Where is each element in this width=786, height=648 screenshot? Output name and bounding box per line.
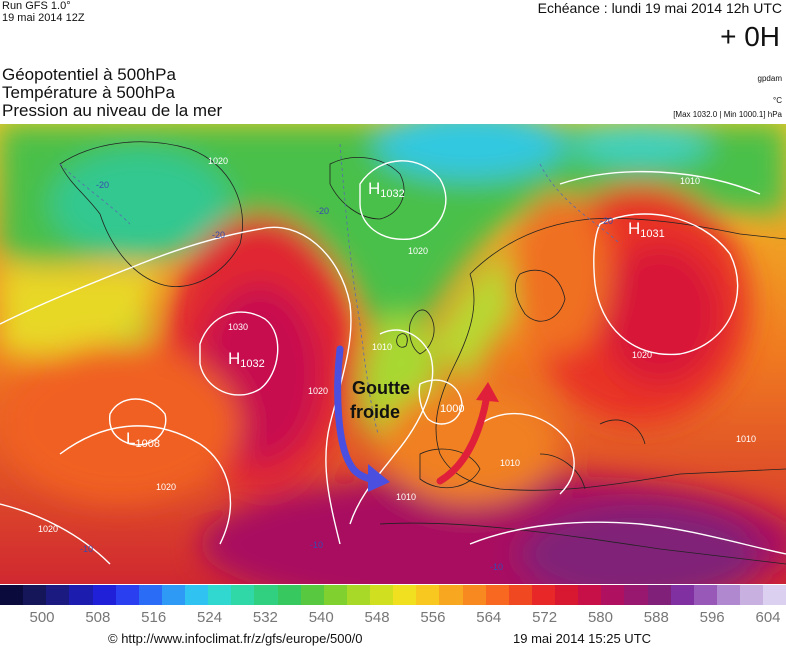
isobar-label: 1010: [680, 176, 700, 186]
temp-label: -10: [310, 540, 323, 550]
color-scale-cell: [185, 585, 209, 605]
color-scale-cell: [138, 585, 162, 605]
color-scale-bar: [0, 585, 786, 605]
forecast-time: Echéance : lundi 19 mai 2014 12h UTC: [537, 0, 782, 16]
low-atlantic-label: L1008: [126, 429, 160, 450]
color-scale-cell: [670, 585, 694, 605]
isobar-label: 1010: [500, 458, 520, 468]
color-scale-cell: [92, 585, 116, 605]
unit-temperature: °C: [773, 96, 782, 105]
isotherms: [59, 143, 621, 435]
color-scale-cell: [763, 585, 786, 605]
cold-drop-annotation: Goutte froide: [350, 378, 410, 422]
isobars: [0, 160, 786, 565]
isobar-label: 1020: [208, 156, 228, 166]
temp-label: -20: [96, 180, 109, 190]
color-scale-tick: 516: [141, 609, 167, 626]
weather-map: H1032 H1031 H1032 L1008 1000 1020 1030 1…: [0, 124, 786, 584]
color-scale-tick: 588: [643, 609, 669, 626]
low-iberia-label: 1000: [440, 403, 464, 415]
coastlines: [59, 141, 786, 565]
color-scale-cell: [693, 585, 717, 605]
annotation-line-1: Goutte: [352, 378, 410, 398]
title-geopotential: Géopotentiel à 500hPa: [2, 65, 176, 84]
color-scale-cell: [740, 585, 764, 605]
isobar-label: 1020: [408, 246, 428, 256]
warm-arrow: [436, 382, 499, 485]
color-scale-cell: [716, 585, 740, 605]
forecast-offset: + 0H: [720, 21, 780, 52]
isobar-label: 1010: [372, 342, 392, 352]
color-scale-cell: [624, 585, 648, 605]
title-temperature: Température à 500hPa: [2, 83, 175, 102]
color-scale-cell: [323, 585, 347, 605]
unit-geopotential: gpdam: [757, 74, 782, 83]
high-north-label: H1032: [368, 179, 405, 200]
color-scale-cell: [46, 585, 70, 605]
temp-label: -10: [80, 544, 93, 554]
color-scale-tick: 564: [476, 609, 502, 626]
isobar-label: 1010: [736, 434, 756, 444]
isobar-label: 1020: [308, 386, 328, 396]
color-scale-cell: [578, 585, 602, 605]
color-scale-tick: 500: [29, 609, 55, 626]
color-scale-cell: [115, 585, 139, 605]
temperature-labels: -20 -20 -10 -10 -10 -20 -20: [80, 180, 613, 572]
color-scale-cell: [23, 585, 47, 605]
color-scale-cell: [370, 585, 394, 605]
color-scale-tick: 508: [85, 609, 111, 626]
isobar-label: 1020: [38, 524, 58, 534]
high-east-label: H1031: [628, 219, 665, 240]
color-scale-cell: [647, 585, 671, 605]
color-scale-cell: [439, 585, 463, 605]
color-scale-cell: [508, 585, 532, 605]
temp-label: -10: [490, 562, 503, 572]
color-scale-cell: [531, 585, 555, 605]
temp-label: -20: [212, 230, 225, 240]
color-scale-cell: [254, 585, 278, 605]
color-scale-ticks: 500 508 516 524 532 540 548 556 564 572 580 588 596 6…: [0, 609, 786, 627]
color-scale-cell: [601, 585, 625, 605]
color-scale-cell: [555, 585, 579, 605]
color-scale-cell: [416, 585, 440, 605]
pressure-centers: H1032 H1031 H1032 L1008 1000: [126, 179, 665, 450]
source-url[interactable]: © http://www.infoclimat.fr/z/gfs/europe/…: [108, 631, 363, 646]
temp-label: -20: [600, 216, 613, 226]
color-scale-tick: 524: [197, 609, 223, 626]
color-scale-cell: [485, 585, 509, 605]
title-pressure: Pression au niveau de la mer: [2, 101, 223, 120]
color-scale-tick: 532: [252, 609, 278, 626]
color-scale-tick: 596: [699, 609, 725, 626]
isobar-label: 1010: [396, 492, 416, 502]
temp-label: -20: [316, 206, 329, 216]
color-scale-tick: 572: [532, 609, 558, 626]
run-label: Run GFS 1.0°: [2, 0, 71, 12]
pressure-minmax: [Max 1032.0 | Min 1000.1] hPa: [673, 110, 782, 119]
color-scale-cell: [277, 585, 301, 605]
cold-arrow: [334, 345, 390, 492]
color-scale-cell: [208, 585, 232, 605]
color-scale-tick: 540: [308, 609, 334, 626]
color-scale-cell: [69, 585, 93, 605]
color-scale-cell: [462, 585, 486, 605]
color-scale-cell: [393, 585, 417, 605]
isobar-labels: 1020 1030 1020 1010 1020 1010 1020 1010 …: [38, 156, 756, 534]
color-scale-tick: 548: [364, 609, 390, 626]
color-scale-cell: [161, 585, 185, 605]
isobar-label: 1020: [156, 482, 176, 492]
color-scale-tick: 580: [587, 609, 613, 626]
color-scale-tick: 556: [420, 609, 446, 626]
annotation-line-2: froide: [350, 402, 400, 422]
high-atlantic-label: H1032: [228, 349, 265, 370]
color-scale-cell: [231, 585, 255, 605]
run-date: 19 mai 2014 12Z: [2, 12, 85, 24]
generation-date: 19 mai 2014 15:25 UTC: [513, 631, 652, 646]
isobar-label: 1030: [228, 322, 248, 332]
isobar-label: 1020: [632, 350, 652, 360]
color-scale-cell: [0, 585, 24, 605]
color-scale-cell: [300, 585, 324, 605]
color-scale-cell: [346, 585, 370, 605]
color-scale-tick: 604: [755, 609, 781, 626]
